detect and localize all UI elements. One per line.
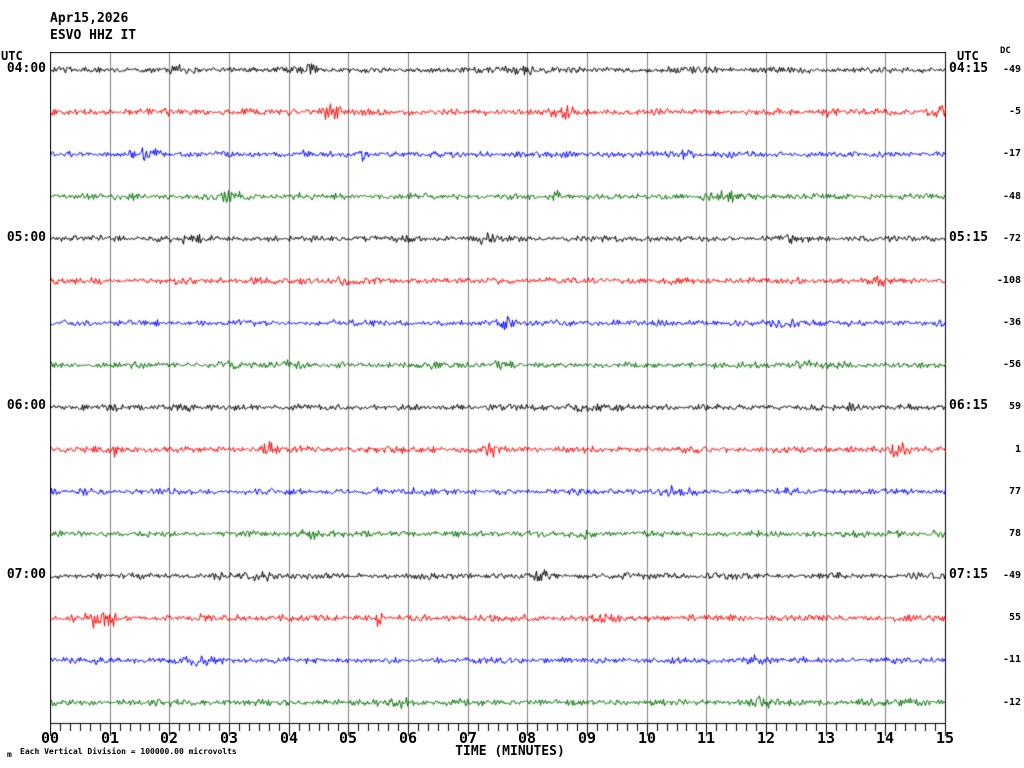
- dc-offset-value: -11: [1002, 654, 1021, 665]
- dc-offset-value: 78: [1008, 528, 1021, 539]
- dc-offset-value: -17: [1002, 148, 1021, 159]
- row-start-time-label: 04:00: [6, 61, 46, 76]
- row-end-time-label: 07:15: [949, 567, 989, 582]
- row-end-time-label: 05:15: [949, 230, 989, 245]
- x-tick-label: 11: [696, 729, 716, 747]
- dc-offset-value: -48: [1002, 191, 1021, 202]
- scale-marker-icon: m: [7, 750, 12, 759]
- x-tick-label: 02: [159, 729, 179, 747]
- row-start-time-label: 07:00: [6, 567, 46, 582]
- x-tick-label: 03: [219, 729, 239, 747]
- utc-right-header: UTC: [957, 49, 979, 63]
- dc-offset-value: -108: [996, 275, 1021, 286]
- x-tick-label: 14: [875, 729, 895, 747]
- dc-offset-value: -56: [1002, 359, 1021, 370]
- dc-offset-value: 1: [1014, 444, 1021, 455]
- dc-offset-value: -36: [1002, 317, 1021, 328]
- x-tick-label: 13: [816, 729, 836, 747]
- x-tick-label: 00: [40, 729, 60, 747]
- vertical-scale-note: Each Vertical Division = 100000.00 micro…: [20, 747, 237, 756]
- x-tick-label: 01: [100, 729, 120, 747]
- x-tick-label: 06: [398, 729, 418, 747]
- x-tick-label: 15: [935, 729, 955, 747]
- row-start-time-label: 06:00: [6, 398, 46, 413]
- dc-offset-value: 59: [1008, 401, 1021, 412]
- dc-offset-value: -72: [1002, 233, 1021, 244]
- row-start-time-label: 05:00: [6, 230, 46, 245]
- dc-offset-value: 77: [1008, 486, 1021, 497]
- dc-offset-value: -49: [1002, 570, 1021, 581]
- x-tick-label: 10: [637, 729, 657, 747]
- dc-offset-value: 55: [1008, 612, 1021, 623]
- station-title: ESVO HHZ IT: [50, 28, 137, 43]
- x-tick-label: 05: [338, 729, 358, 747]
- x-tick-label: 07: [458, 729, 478, 747]
- dc-offset-value: -12: [1002, 697, 1021, 708]
- x-tick-label: 12: [756, 729, 776, 747]
- row-end-time-label: 04:15: [949, 61, 989, 76]
- utc-left-header: UTC: [1, 49, 23, 63]
- dc-column-header: DC: [1000, 46, 1011, 56]
- x-tick-label: 04: [279, 729, 299, 747]
- x-tick-label: 09: [577, 729, 597, 747]
- dc-offset-value: -49: [1002, 64, 1021, 75]
- x-tick-label: 08: [517, 729, 537, 747]
- x-axis-title: TIME (MINUTES): [455, 744, 565, 759]
- seismogram-canvas: [50, 52, 947, 744]
- row-end-time-label: 06:15: [949, 398, 989, 413]
- date-title: Apr15,2026: [50, 11, 129, 26]
- dc-offset-value: -5: [1008, 106, 1021, 117]
